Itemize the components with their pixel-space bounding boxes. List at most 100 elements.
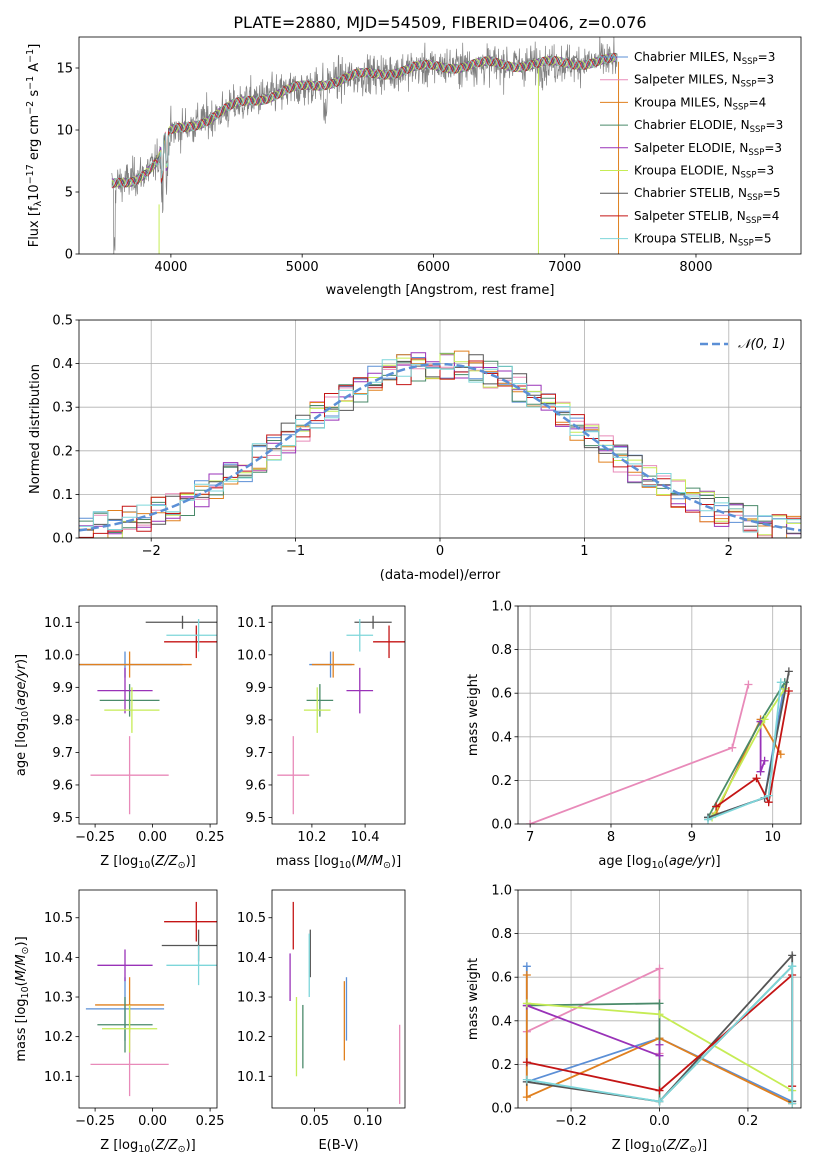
weight-marker xyxy=(655,1010,664,1019)
legend-label-suffix: =3 xyxy=(756,73,774,87)
y-tick-label: 0.8 xyxy=(491,643,512,658)
plot-area xyxy=(85,901,217,1097)
x-tick-label: 0.05 xyxy=(300,1114,329,1129)
axes-weight_vs_age: 7 8 9 10 0.0 0.2 0.4 0.6 0.8 1.0 age [log10(age/yr… xyxy=(466,600,802,871)
weight-marker xyxy=(526,820,535,824)
axes-frame xyxy=(78,319,802,539)
x-tick-label: 9 xyxy=(688,830,696,845)
x-tick-label: 0.00 xyxy=(138,1114,167,1129)
y-axis-label: Flux [fλ10−17 erg cm−2 s−1 A−1] xyxy=(25,44,44,248)
y-tick-label: 10.0 xyxy=(44,648,73,663)
legend-label-4: Salpeter ELODIE, NSSP=3 xyxy=(634,141,782,158)
x-tick-label: 5000 xyxy=(286,260,319,275)
legend-label-8: Kroupa STELIB, NSSP=5 xyxy=(634,232,772,249)
x-tick-label: 6000 xyxy=(417,260,450,275)
y-tick-label: 9.8 xyxy=(245,713,266,728)
y-tick-label: 10.5 xyxy=(44,911,73,926)
legend-label-suffix: =4 xyxy=(749,95,767,109)
y-tick-label: 0.8 xyxy=(491,927,512,942)
y-tick-label: 1.0 xyxy=(491,600,512,615)
legend-label-suffix: =3 xyxy=(758,50,776,64)
y-axis-label: mass weight xyxy=(466,958,481,1040)
y-tick-label: 9.6 xyxy=(52,778,73,793)
legend-label-text: Kroupa MILES, N xyxy=(634,95,733,109)
legend-label-normal: 𝒩(0, 1) xyxy=(738,337,785,352)
legend-label-7: Salpeter STELIB, NSSP=4 xyxy=(634,209,779,226)
axes-frame xyxy=(78,889,218,1109)
y-tick-label: 9.9 xyxy=(52,681,73,696)
weight-marker xyxy=(522,1093,531,1102)
x-tick-label: 8 xyxy=(607,830,615,845)
weight-marker xyxy=(522,971,531,980)
y-tick-label: 9.9 xyxy=(245,681,266,696)
x-tick-label: 0.00 xyxy=(138,830,167,845)
axes-age_vs_Z: −0.25 0.00 0.25 9.5 9.6 9.7 9.8 9.9 10.0 10.1 Z [l… xyxy=(14,605,225,871)
y-axis-label: mass [log10(M/M⊙)] xyxy=(14,936,31,1061)
plot-area xyxy=(277,615,405,815)
legend-label-text: Kroupa ELODIE, N xyxy=(634,164,741,178)
y-tick-label: 9.7 xyxy=(52,746,73,761)
y-tick-label: 0.0 xyxy=(491,1102,512,1117)
model-line-5 xyxy=(111,53,618,188)
y-tick-label: 0.2 xyxy=(491,1058,512,1073)
x-axis-label: E(B-V) xyxy=(318,1138,358,1153)
legend-label-suffix: =3 xyxy=(766,118,784,132)
model-line-8 xyxy=(111,52,618,188)
y-tick-label: 0.2 xyxy=(52,444,73,459)
y-axis-label: Normed distribution xyxy=(28,364,43,494)
x-tick-label: 10 xyxy=(764,830,781,845)
legend-label-subscript: SSP xyxy=(741,171,757,181)
y-tick-label: 5 xyxy=(65,186,73,201)
x-tick-label: 0.0 xyxy=(649,1114,670,1129)
y-axis-label: age [log10(age/yr)] xyxy=(14,654,31,776)
y-tick-label: 10.0 xyxy=(237,648,266,663)
y-tick-label: 9.8 xyxy=(52,713,73,728)
weight-marker xyxy=(744,680,753,689)
legend-label-subscript: SSP xyxy=(747,193,763,203)
x-tick-label: 10.2 xyxy=(297,830,326,845)
y-tick-label: 0.6 xyxy=(491,971,512,986)
axes-frame xyxy=(271,605,406,825)
x-tick-label: 0.2 xyxy=(738,1114,759,1129)
y-tick-label: 9.5 xyxy=(245,811,266,826)
x-tick-label: 0.25 xyxy=(196,830,225,845)
axes-frame xyxy=(271,889,406,1109)
y-tick-label: 10.1 xyxy=(237,616,266,631)
legend-label-3: Chabrier ELODIE, NSSP=3 xyxy=(634,118,783,135)
x-tick-label: 0.25 xyxy=(196,1114,225,1129)
x-tick-label: −0.25 xyxy=(75,1114,115,1129)
x-tick-label: −2 xyxy=(142,544,161,559)
legend-label-text: Chabrier STELIB, N xyxy=(634,186,747,200)
y-tick-label: 0.6 xyxy=(491,687,512,702)
weight-line-1 xyxy=(526,967,661,1054)
axes-frame xyxy=(78,605,218,825)
legend-label-subscript: SSP xyxy=(742,57,758,67)
legend-label-text: Chabrier ELODIE, N xyxy=(634,118,750,132)
axes-frame xyxy=(78,36,802,255)
y-tick-label: 0.1 xyxy=(52,488,73,503)
weight-marker xyxy=(752,774,761,783)
y-tick-label: 0.0 xyxy=(52,532,73,547)
legend-label-1: Salpeter MILES, NSSP=3 xyxy=(634,73,774,90)
y-tick-label: 9.5 xyxy=(52,811,73,826)
x-axis-label: Z [log10(Z/Z⊙)] xyxy=(612,1138,707,1155)
axes-spectrum: 4000 5000 6000 7000 8000 0 5 10 15 PLATE=2880, MJ… xyxy=(25,13,802,298)
y-tick-label: 10.5 xyxy=(237,911,266,926)
y-tick-label: 10.2 xyxy=(237,1030,266,1045)
legend-label-6: Chabrier STELIB, NSSP=5 xyxy=(634,186,781,203)
weight-marker xyxy=(655,999,664,1008)
legend-label-subscript: SSP xyxy=(748,148,764,158)
weight-line-2 xyxy=(525,975,793,1105)
chart-title: PLATE=2880, MJD=54509, FIBERID=0406, z=0… xyxy=(233,13,646,32)
axes-frame xyxy=(517,889,802,1109)
weight-marker xyxy=(784,667,793,676)
y-tick-label: 0.5 xyxy=(52,314,73,329)
x-tick-label: −1 xyxy=(286,544,305,559)
weight-marker xyxy=(655,1097,664,1106)
legend-label-suffix: =3 xyxy=(764,141,782,155)
spectrum-data-line xyxy=(111,37,618,254)
weight-marker xyxy=(655,1051,664,1060)
weight-marker xyxy=(776,678,785,687)
x-tick-label: 7000 xyxy=(548,260,581,275)
x-tick-label: 4000 xyxy=(154,260,187,275)
